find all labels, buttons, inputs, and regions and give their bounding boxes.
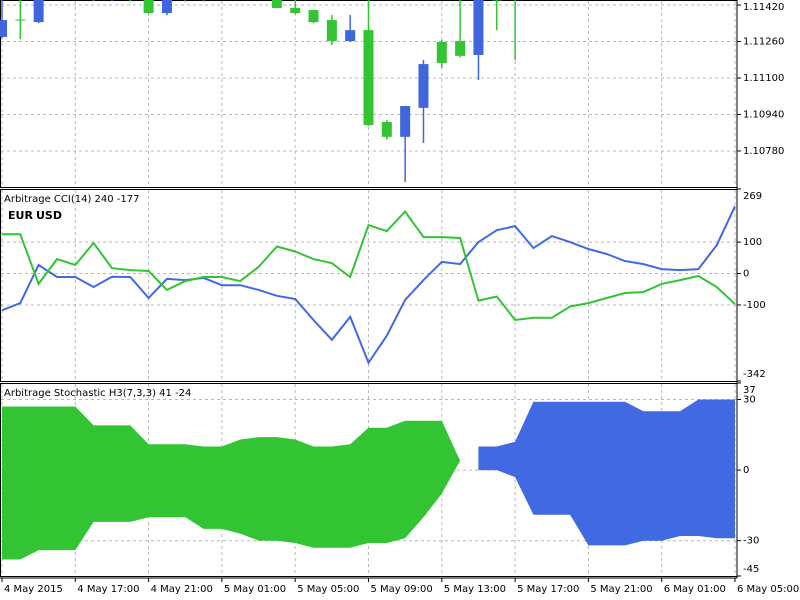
candle-body: [436, 41, 447, 63]
x-tick-label: 5 May 17:00: [517, 584, 579, 595]
x-tick-label: 4 May 17:00: [77, 584, 139, 595]
candle-body: [143, 0, 154, 13]
y-tick-label: 1.11260: [743, 37, 784, 48]
y-tick-label: 1.11420: [743, 2, 784, 13]
candle-body: [290, 7, 301, 13]
y-tick-label: 1.11100: [743, 73, 784, 84]
candle-body: [33, 0, 44, 23]
candle-body: [0, 20, 7, 37]
candle-body: [363, 30, 374, 125]
x-tick-label: 5 May 21:00: [590, 584, 652, 595]
candle-body: [271, 0, 282, 8]
pane-title: Arbitrage Stochastic H3(7,3,3) 41 -24: [4, 388, 191, 399]
y-tick-label: 37: [743, 385, 756, 396]
candle-body: [161, 0, 172, 13]
y-tick-label: -100: [743, 300, 766, 311]
range-area: [478, 399, 735, 546]
y-tick-label: 100: [743, 237, 762, 248]
y-tick-label: -30: [743, 536, 759, 547]
y-tick-label: 269: [743, 191, 762, 202]
candle-body: [455, 41, 466, 56]
y-tick-label: 30: [743, 394, 756, 405]
x-tick-label: 5 May 13:00: [444, 584, 506, 595]
legend-entry: EUR: [8, 209, 33, 222]
legend-entry: USD: [36, 209, 62, 222]
candle-body: [381, 122, 392, 137]
candle-body: [15, 19, 26, 21]
candle-body: [326, 20, 337, 42]
x-tick-label: 5 May 09:00: [371, 584, 433, 595]
line-series: [1, 205, 736, 365]
candle-body: [473, 0, 484, 55]
candles: [0, 0, 516, 182]
y-tick-label: 1.10780: [743, 146, 784, 157]
candle-body: [418, 64, 429, 108]
y-tick-label: 1.10940: [743, 109, 784, 120]
pane-title: Arbitrage CCI(14) 240 -177: [4, 194, 140, 205]
candle-body: [308, 10, 319, 23]
candle-body: [345, 30, 356, 42]
x-tick-label: 6 May 05:00: [737, 584, 799, 595]
y-tick-label: 0: [743, 465, 749, 476]
y-tick-label: 0: [743, 269, 749, 280]
candle-body: [400, 106, 411, 137]
y-tick-label: -45: [743, 564, 759, 575]
x-tick-label: 5 May 01:00: [224, 584, 286, 595]
y-tick-label: -342: [743, 369, 766, 380]
range-area: [2, 406, 461, 560]
x-tick-label: 6 May 01:00: [664, 584, 726, 595]
line-series: [2, 210, 736, 322]
x-tick-label: 4 May 21:00: [151, 584, 213, 595]
x-tick-label: 4 May 2015: [4, 584, 63, 595]
x-tick-label: 5 May 05:00: [297, 584, 359, 595]
